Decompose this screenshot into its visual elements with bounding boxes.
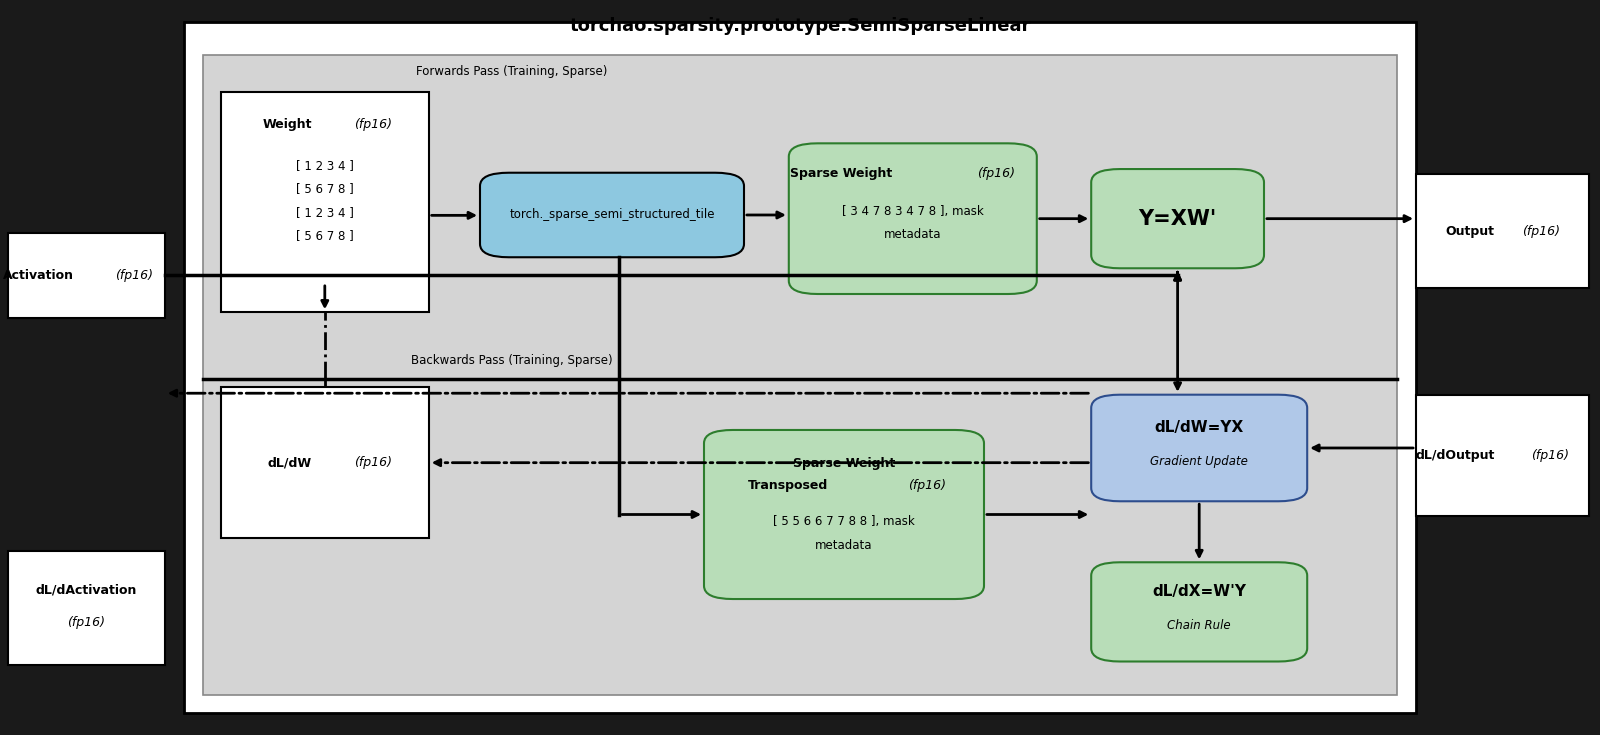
Text: Y=XW': Y=XW' xyxy=(1139,209,1216,229)
Text: dL/dOutput: dL/dOutput xyxy=(1414,449,1494,462)
Text: Transposed: Transposed xyxy=(747,478,829,492)
Text: Activation: Activation xyxy=(3,269,74,282)
Text: (fp16): (fp16) xyxy=(1531,449,1570,462)
Text: Sparse Weight: Sparse Weight xyxy=(794,456,894,470)
Text: [ 5 5 6 6 7 7 8 8 ], mask: [ 5 5 6 6 7 7 8 8 ], mask xyxy=(773,515,915,528)
FancyBboxPatch shape xyxy=(1091,169,1264,268)
Text: dL/dW: dL/dW xyxy=(267,456,312,469)
FancyBboxPatch shape xyxy=(1416,395,1589,516)
Text: torch._sparse_semi_structured_tile: torch._sparse_semi_structured_tile xyxy=(509,209,715,221)
Text: (fp16): (fp16) xyxy=(354,118,392,132)
FancyBboxPatch shape xyxy=(8,551,165,665)
Text: Output: Output xyxy=(1445,225,1494,237)
Text: Gradient Update: Gradient Update xyxy=(1150,455,1248,467)
FancyBboxPatch shape xyxy=(480,173,744,257)
Text: dL/dX=W'Y: dL/dX=W'Y xyxy=(1152,584,1246,599)
Text: [ 5 6 7 8 ]: [ 5 6 7 8 ] xyxy=(296,229,354,243)
FancyBboxPatch shape xyxy=(221,387,429,538)
Text: Chain Rule: Chain Rule xyxy=(1168,619,1230,631)
FancyBboxPatch shape xyxy=(8,233,165,318)
Text: dL/dActivation: dL/dActivation xyxy=(35,584,138,596)
Text: (fp16): (fp16) xyxy=(354,456,392,469)
Text: (fp16): (fp16) xyxy=(976,167,1014,179)
Text: [ 3 4 7 8 3 4 7 8 ], mask: [ 3 4 7 8 3 4 7 8 ], mask xyxy=(842,205,984,218)
Text: (fp16): (fp16) xyxy=(1522,225,1560,237)
Text: (fp16): (fp16) xyxy=(909,478,946,492)
Text: Sparse Weight: Sparse Weight xyxy=(790,167,893,179)
Text: metadata: metadata xyxy=(885,229,941,241)
FancyBboxPatch shape xyxy=(1091,562,1307,662)
Text: [ 1 2 3 4 ]: [ 1 2 3 4 ] xyxy=(296,206,354,219)
Text: metadata: metadata xyxy=(816,539,872,552)
Text: Backwards Pass (Training, Sparse): Backwards Pass (Training, Sparse) xyxy=(411,354,613,367)
Text: Weight: Weight xyxy=(262,118,312,132)
Text: (fp16): (fp16) xyxy=(115,269,154,282)
Text: [ 1 2 3 4 ]: [ 1 2 3 4 ] xyxy=(296,159,354,172)
Text: dL/dW=YX: dL/dW=YX xyxy=(1155,420,1243,435)
FancyBboxPatch shape xyxy=(789,143,1037,294)
Text: (fp16): (fp16) xyxy=(67,617,106,629)
FancyBboxPatch shape xyxy=(1091,395,1307,501)
FancyBboxPatch shape xyxy=(184,22,1416,713)
FancyBboxPatch shape xyxy=(221,92,429,312)
FancyBboxPatch shape xyxy=(704,430,984,599)
Text: torchao.sparsity.prototype.SemiSparseLinear: torchao.sparsity.prototype.SemiSparseLin… xyxy=(570,17,1030,35)
Text: Forwards Pass (Training, Sparse): Forwards Pass (Training, Sparse) xyxy=(416,65,608,78)
Text: [ 5 6 7 8 ]: [ 5 6 7 8 ] xyxy=(296,182,354,196)
FancyBboxPatch shape xyxy=(1416,174,1589,288)
FancyBboxPatch shape xyxy=(203,55,1397,695)
